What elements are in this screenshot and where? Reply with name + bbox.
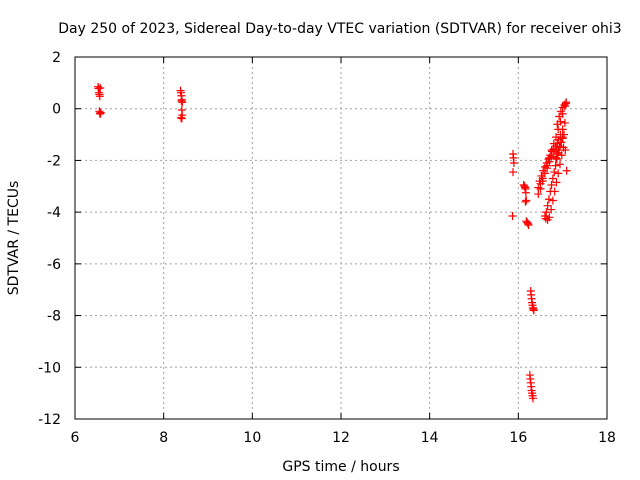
series-sat-b-early	[176, 86, 187, 123]
y-tick-label: 0	[52, 102, 61, 118]
data-point-plus	[561, 146, 570, 155]
x-tick-label: 10	[243, 430, 261, 446]
data-point-plus	[557, 138, 566, 147]
chart-title: Day 250 of 2023, Sidereal Day-to-day VTE…	[58, 21, 621, 37]
data-point-plus	[551, 161, 560, 170]
x-tick-label: 14	[421, 430, 439, 446]
data-point-plus	[556, 160, 565, 169]
data-point-plus	[562, 166, 571, 175]
data-point-plus	[544, 155, 553, 164]
data-point-plus	[178, 98, 187, 107]
data-points	[94, 82, 571, 403]
data-point-plus	[547, 180, 556, 189]
x-tick-label: 12	[332, 430, 350, 446]
y-tick-label: 2	[52, 50, 61, 66]
data-point-plus	[558, 125, 567, 134]
data-point-plus	[96, 108, 105, 117]
series-sat-m	[553, 99, 570, 129]
data-point-plus	[509, 168, 518, 177]
y-tick-label: -12	[38, 412, 61, 428]
y-tick-label: -10	[38, 360, 61, 376]
data-point-plus	[557, 151, 566, 160]
x-tick-label: 16	[509, 430, 527, 446]
y-axis-label: SDTVAR / TECUs	[6, 181, 22, 296]
data-point-plus	[176, 113, 185, 122]
x-tick-label: 6	[71, 430, 80, 446]
data-point-plus	[544, 195, 553, 204]
x-tick-label: 8	[159, 430, 168, 446]
data-point-plus	[177, 114, 186, 123]
data-point-plus	[556, 142, 565, 151]
data-point-plus	[522, 196, 531, 205]
data-point-plus	[535, 177, 544, 186]
data-point-plus	[558, 134, 567, 143]
data-point-plus	[553, 149, 562, 158]
data-point-plus	[550, 187, 559, 196]
data-point-plus	[95, 92, 104, 101]
x-tick-labels: 6 8 10 12 14 16 18	[71, 430, 616, 446]
data-point-plus	[96, 84, 105, 93]
data-point-plus	[177, 96, 186, 105]
y-tick-label: -6	[47, 257, 61, 273]
grid	[75, 57, 607, 419]
series-sat-f	[525, 371, 537, 403]
data-point-plus	[528, 394, 537, 403]
series-sat-d	[519, 180, 533, 230]
data-point-plus	[508, 212, 517, 221]
data-point-plus	[550, 168, 559, 177]
data-point-plus	[555, 112, 564, 121]
x-tick-label: 18	[598, 430, 616, 446]
data-point-plus	[560, 118, 569, 127]
data-point-plus	[552, 153, 561, 162]
series-sat-e	[526, 287, 538, 315]
data-point-plus	[546, 151, 555, 160]
series-sat-l	[552, 130, 571, 175]
data-point-plus	[524, 221, 533, 230]
series-sat-c	[508, 149, 518, 221]
data-point-plus	[542, 159, 551, 168]
data-point-plus	[541, 214, 550, 223]
x-axis-label: GPS time / hours	[282, 459, 399, 475]
data-point-plus	[552, 178, 561, 187]
data-point-plus	[537, 171, 546, 180]
data-point-plus	[561, 99, 570, 108]
data-point-plus	[547, 205, 556, 214]
data-point-plus	[539, 166, 548, 175]
y-tick-label: -2	[47, 153, 61, 169]
data-point-plus	[554, 169, 563, 178]
data-point-plus	[521, 197, 530, 206]
data-point-plus	[556, 107, 565, 116]
data-point-plus	[529, 306, 538, 315]
data-point-plus	[553, 120, 562, 129]
data-point-plus	[545, 213, 554, 222]
y-tick-label: -8	[47, 309, 61, 325]
data-point-plus	[543, 201, 552, 210]
data-point-plus	[521, 188, 530, 197]
data-point-plus	[509, 159, 518, 168]
data-point-plus	[534, 183, 543, 192]
y-tick-label: -4	[47, 205, 61, 221]
y-tick-labels: 2 0 -2 -4 -6 -8 -10 -12	[38, 50, 61, 428]
data-point-plus	[559, 130, 568, 139]
data-point-plus	[548, 196, 557, 205]
data-point-plus	[548, 174, 557, 183]
series-sat-a-early	[94, 82, 105, 118]
data-point-plus	[540, 162, 549, 171]
plot-frame	[74, 56, 608, 420]
data-point-plus	[560, 100, 569, 109]
series-sat-k	[541, 143, 568, 224]
